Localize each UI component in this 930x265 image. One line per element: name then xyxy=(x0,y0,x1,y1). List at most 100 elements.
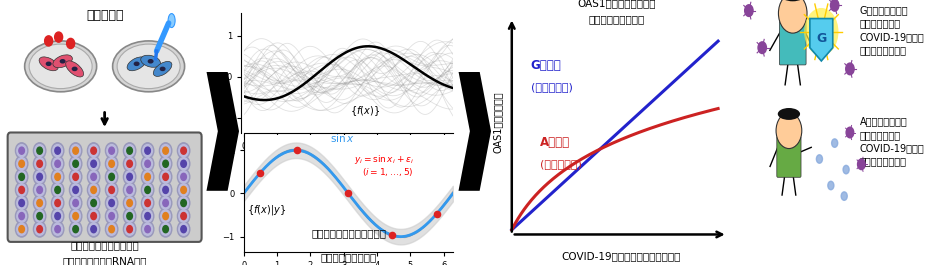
Circle shape xyxy=(91,173,97,180)
Circle shape xyxy=(178,195,190,211)
Circle shape xyxy=(141,195,153,211)
Circle shape xyxy=(857,159,865,170)
Circle shape xyxy=(19,213,24,220)
Circle shape xyxy=(55,226,60,233)
Circle shape xyxy=(16,156,28,172)
Circle shape xyxy=(73,226,78,233)
Circle shape xyxy=(105,195,118,211)
Circle shape xyxy=(143,184,153,196)
Circle shape xyxy=(33,195,46,211)
Circle shape xyxy=(70,156,82,172)
Circle shape xyxy=(159,195,172,211)
Circle shape xyxy=(71,210,80,222)
Ellipse shape xyxy=(66,61,84,77)
Ellipse shape xyxy=(148,59,153,64)
Circle shape xyxy=(71,171,80,183)
Circle shape xyxy=(141,143,153,158)
Circle shape xyxy=(19,226,24,233)
Circle shape xyxy=(73,186,78,193)
Circle shape xyxy=(33,156,46,172)
Circle shape xyxy=(179,223,189,235)
Circle shape xyxy=(159,143,172,158)
Text: $\{f(x)\}$: $\{f(x)\}$ xyxy=(351,104,380,118)
Ellipse shape xyxy=(780,0,805,1)
Circle shape xyxy=(91,200,97,206)
Circle shape xyxy=(73,147,78,154)
Text: $\sin x$: $\sin x$ xyxy=(330,132,355,144)
Circle shape xyxy=(159,182,172,198)
Circle shape xyxy=(180,213,186,220)
Ellipse shape xyxy=(53,55,73,68)
Circle shape xyxy=(179,184,189,196)
Circle shape xyxy=(87,169,100,185)
Circle shape xyxy=(55,160,60,167)
Circle shape xyxy=(126,186,132,193)
Circle shape xyxy=(19,173,24,180)
Circle shape xyxy=(124,208,136,224)
Circle shape xyxy=(17,184,26,196)
Circle shape xyxy=(141,156,153,172)
Circle shape xyxy=(37,147,43,154)
Circle shape xyxy=(55,32,62,42)
Circle shape xyxy=(143,210,153,222)
FancyBboxPatch shape xyxy=(7,132,202,242)
Circle shape xyxy=(109,160,114,167)
Ellipse shape xyxy=(140,55,161,67)
Circle shape xyxy=(89,171,99,183)
Circle shape xyxy=(817,155,822,163)
Circle shape xyxy=(33,169,46,185)
Circle shape xyxy=(37,186,43,193)
Ellipse shape xyxy=(39,57,59,71)
Circle shape xyxy=(70,182,82,198)
Ellipse shape xyxy=(127,57,146,71)
Circle shape xyxy=(16,182,28,198)
Circle shape xyxy=(105,208,118,224)
Circle shape xyxy=(105,221,118,237)
Circle shape xyxy=(125,210,135,222)
Circle shape xyxy=(161,184,170,196)
Circle shape xyxy=(159,221,172,237)
Circle shape xyxy=(161,171,170,183)
Circle shape xyxy=(161,210,170,222)
Circle shape xyxy=(124,169,136,185)
Circle shape xyxy=(51,156,64,172)
Circle shape xyxy=(845,63,854,75)
Circle shape xyxy=(180,186,186,193)
Circle shape xyxy=(51,208,64,224)
Circle shape xyxy=(107,197,116,209)
Circle shape xyxy=(105,143,118,158)
Ellipse shape xyxy=(160,67,166,71)
Circle shape xyxy=(53,184,62,196)
Circle shape xyxy=(124,195,136,211)
Circle shape xyxy=(71,197,80,209)
Point xyxy=(289,148,304,152)
Circle shape xyxy=(180,147,186,154)
Circle shape xyxy=(55,173,60,180)
Text: (参照アレル): (参照アレル) xyxy=(531,82,573,92)
Ellipse shape xyxy=(24,41,97,92)
Circle shape xyxy=(17,197,26,209)
Circle shape xyxy=(107,223,116,235)
Text: 細胞刺激による自然免疫: 細胞刺激による自然免疫 xyxy=(71,241,139,251)
Circle shape xyxy=(778,0,807,33)
Circle shape xyxy=(89,223,99,235)
Circle shape xyxy=(159,156,172,172)
Circle shape xyxy=(37,160,43,167)
Circle shape xyxy=(16,195,28,211)
Text: 線維芽細胞: 線維芽細胞 xyxy=(86,9,124,22)
Circle shape xyxy=(163,213,168,220)
Circle shape xyxy=(51,221,64,237)
Circle shape xyxy=(87,221,100,237)
Text: OAS1遺伝子発現量: OAS1遺伝子発現量 xyxy=(493,92,502,153)
Circle shape xyxy=(67,38,74,48)
Circle shape xyxy=(55,200,60,206)
Circle shape xyxy=(109,213,114,220)
Circle shape xyxy=(125,184,135,196)
Circle shape xyxy=(51,169,64,185)
Circle shape xyxy=(51,182,64,198)
Circle shape xyxy=(107,171,116,183)
Circle shape xyxy=(159,169,172,185)
Circle shape xyxy=(125,158,135,170)
Circle shape xyxy=(124,182,136,198)
Circle shape xyxy=(55,213,60,220)
